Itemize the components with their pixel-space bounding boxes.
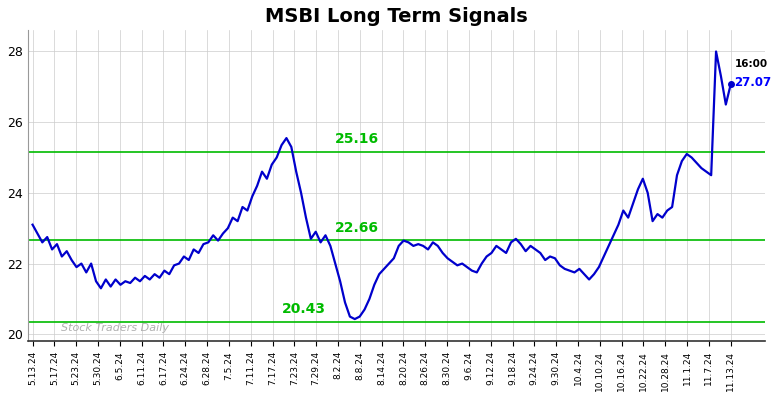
Text: 16:00: 16:00 (735, 59, 768, 69)
Title: MSBI Long Term Signals: MSBI Long Term Signals (265, 7, 528, 26)
Text: 22.66: 22.66 (335, 221, 379, 235)
Text: 25.16: 25.16 (335, 133, 379, 146)
Text: 20.43: 20.43 (282, 302, 326, 316)
Text: Stock Traders Daily: Stock Traders Daily (60, 323, 169, 333)
Text: 27.07: 27.07 (735, 76, 771, 89)
